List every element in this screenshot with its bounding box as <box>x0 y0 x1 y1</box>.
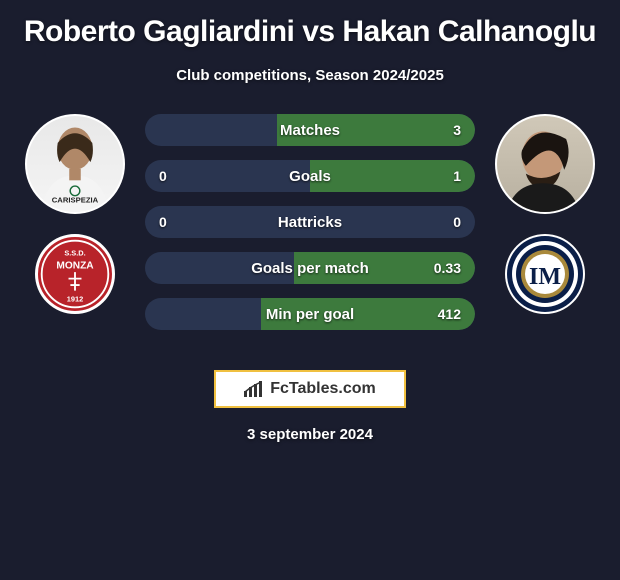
stat-label: Matches <box>280 122 340 139</box>
stat-value-right: 3 <box>453 122 461 138</box>
stat-value-right: 0.33 <box>434 260 461 276</box>
comparison-card: Roberto Gagliardini vs Hakan Calhanoglu … <box>0 0 620 453</box>
stat-label: Hattricks <box>278 214 342 231</box>
stat-bar: Min per goal 412 <box>145 298 475 330</box>
main-row: CARISPEZIA S.S.D. MONZA 1912 Matches 3 0 Go… <box>0 114 620 330</box>
stat-label: Min per goal <box>266 306 354 323</box>
left-column: CARISPEZIA S.S.D. MONZA 1912 <box>10 114 140 314</box>
subtitle: Club competitions, Season 2024/2025 <box>176 67 444 84</box>
stat-value-left: 0 <box>159 214 167 230</box>
club-left-badge: S.S.D. MONZA 1912 <box>35 234 115 314</box>
stat-value-right: 412 <box>438 306 461 322</box>
stat-bar: 0 Hattricks 0 <box>145 206 475 238</box>
svg-text:1912: 1912 <box>67 295 83 304</box>
stat-bar: Matches 3 <box>145 114 475 146</box>
stat-value-left: 0 <box>159 168 167 184</box>
stats-column: Matches 3 0 Goals 1 0 Hattricks 0 Goals per matc… <box>140 114 480 330</box>
site-name: FcTables.com <box>270 380 376 398</box>
svg-text:MONZA: MONZA <box>56 260 94 271</box>
svg-text:CARISPEZIA: CARISPEZIA <box>52 195 99 204</box>
svg-text:IM: IM <box>529 264 561 290</box>
stat-fill-right <box>310 160 475 192</box>
player-right-silhouette-icon <box>497 116 593 212</box>
stat-value-right: 1 <box>453 168 461 184</box>
monza-crest-icon: S.S.D. MONZA 1912 <box>38 234 112 314</box>
footer-date: 3 september 2024 <box>247 426 373 443</box>
player-left-avatar: CARISPEZIA <box>25 114 125 214</box>
stat-label: Goals <box>289 168 331 185</box>
player-right-avatar <box>495 114 595 214</box>
player-left-silhouette-icon: CARISPEZIA <box>27 116 123 212</box>
stat-value-right: 0 <box>453 214 461 230</box>
site-logo[interactable]: FcTables.com <box>214 370 406 408</box>
stat-bar: 0 Goals 1 <box>145 160 475 192</box>
inter-crest-icon: IM <box>505 234 585 314</box>
right-column: IM <box>480 114 610 314</box>
chart-icon <box>244 381 264 397</box>
stat-bar: Goals per match 0.33 <box>145 252 475 284</box>
title: Roberto Gagliardini vs Hakan Calhanoglu <box>24 15 596 49</box>
svg-text:S.S.D.: S.S.D. <box>64 249 85 258</box>
stat-label: Goals per match <box>251 260 369 277</box>
club-right-badge: IM <box>505 234 585 314</box>
